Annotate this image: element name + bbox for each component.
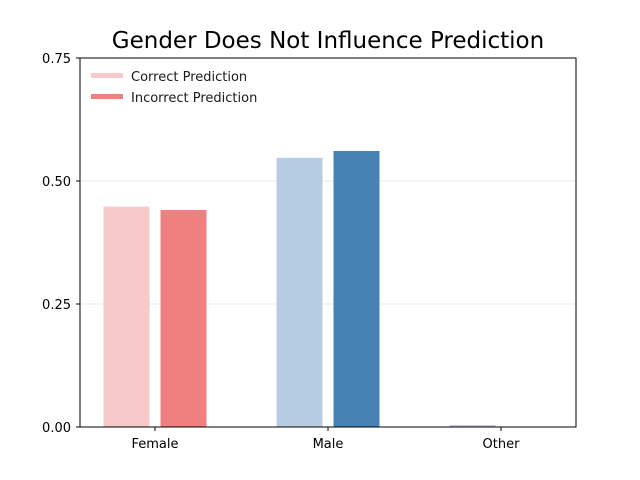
bar-correct-female: [103, 206, 150, 427]
x-tick-label: Female: [131, 437, 178, 452]
bar-correct-other: [449, 425, 496, 427]
y-tick-label: 0.50: [42, 175, 71, 190]
chart-title: Gender Does Not Influence Prediction: [112, 28, 544, 54]
legend-swatch-correct: [91, 73, 123, 78]
legend-label-incorrect: Incorrect Prediction: [131, 91, 257, 106]
bar-incorrect-female: [160, 210, 207, 427]
gridlines: [80, 180, 576, 305]
x-tick-label: Male: [313, 437, 344, 452]
y-tick-label: 0.00: [42, 421, 71, 436]
legend-label-correct: Correct Prediction: [131, 70, 247, 85]
y-axis: 0.00 0.25 0.50 0.75: [42, 52, 80, 436]
legend: Correct Prediction Incorrect Prediction: [91, 70, 257, 106]
x-axis: Female Male Other: [131, 427, 520, 452]
bar-correct-male: [276, 157, 323, 427]
bar-incorrect-male: [333, 150, 380, 427]
bars: [103, 150, 496, 427]
y-tick-label: 0.75: [42, 52, 71, 67]
legend-swatch-incorrect: [91, 94, 123, 99]
y-tick-label: 0.25: [42, 298, 71, 313]
x-tick-label: Other: [483, 437, 521, 452]
plot-frame: [79, 57, 577, 428]
